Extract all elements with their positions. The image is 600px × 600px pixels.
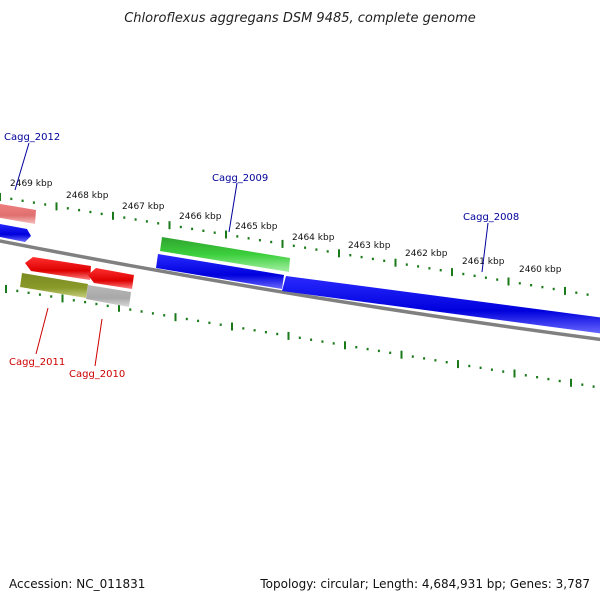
gene-cagg-2011-cds[interactable]	[25, 257, 91, 280]
gene-cagg-2009-cds[interactable]	[156, 254, 284, 289]
gene-cagg-2008[interactable]	[282, 276, 600, 334]
label-cagg-2012[interactable]: Cagg_2012	[4, 132, 60, 143]
genome-backbone	[0, 239, 600, 342]
reverse-strand-features	[20, 257, 134, 307]
scale-label-2466: 2466 kbp	[179, 212, 222, 222]
gene-labels: Cagg_2012 Cagg_2009 Cagg_2008 Cagg_2011 …	[4, 132, 519, 380]
scale-label-2469: 2469 kbp	[10, 179, 53, 189]
leader-cagg-2009	[228, 182, 238, 233]
leader-cagg-2010	[94, 318, 103, 367]
scale-label-2465: 2465 kbp	[235, 222, 278, 232]
leader-cagg-2011	[35, 307, 49, 355]
gene-cagg-2012[interactable]	[0, 223, 31, 242]
leader-cagg-2008	[481, 222, 489, 273]
lower-scale-ticks	[5, 285, 595, 388]
scale-labels: 2469 kbp 2468 kbp 2467 kbp 2466 kbp 2465…	[10, 179, 562, 275]
label-leader-lines	[14, 142, 489, 367]
label-cagg-2009[interactable]: Cagg_2009	[212, 173, 268, 184]
gene-cagg-2011[interactable]	[20, 273, 88, 298]
scale-label-2468: 2468 kbp	[66, 191, 109, 201]
scale-label-2463: 2463 kbp	[348, 241, 391, 251]
map-title: Chloroflexus aggregans DSM 9485, complet…	[124, 11, 476, 26]
label-cagg-2011[interactable]: Cagg_2011	[9, 357, 65, 368]
gene-cagg-2012-pink[interactable]	[0, 203, 36, 224]
scale-label-2460: 2460 kbp	[519, 265, 562, 275]
accession-label: Accession: NC_011831	[9, 577, 146, 591]
genome-summary: Topology: circular; Length: 4,684,931 bp…	[260, 577, 590, 591]
scale-label-2462: 2462 kbp	[405, 249, 448, 259]
label-cagg-2008[interactable]: Cagg_2008	[463, 212, 519, 223]
scale-label-2467: 2467 kbp	[122, 202, 165, 212]
forward-strand-features	[0, 203, 600, 334]
gene-cagg-2010-cds[interactable]	[88, 268, 134, 289]
scale-label-2464: 2464 kbp	[292, 233, 335, 243]
upper-scale-ticks	[0, 193, 589, 296]
label-cagg-2010[interactable]: Cagg_2010	[69, 369, 125, 380]
gene-cagg-2009[interactable]	[160, 237, 290, 272]
gene-cagg-2010[interactable]	[86, 285, 131, 307]
leader-cagg-2012	[14, 142, 30, 191]
